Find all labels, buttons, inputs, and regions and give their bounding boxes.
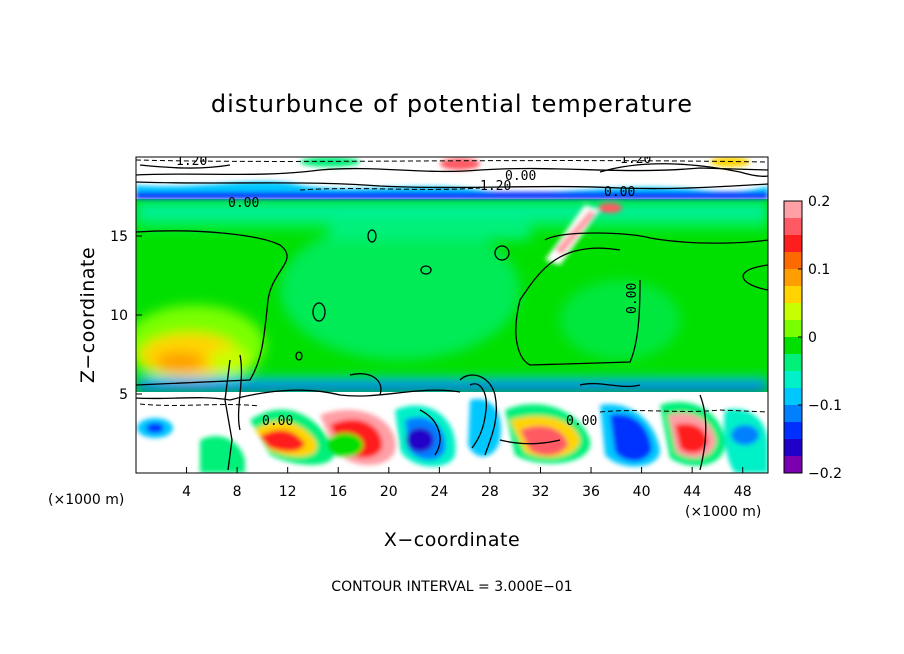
colorbar-swatch	[784, 388, 802, 406]
x-tick-label: 8	[233, 484, 242, 500]
contour-label: 0.00	[604, 185, 635, 200]
contour-label: 0.00	[262, 414, 293, 429]
x-tick-label: 12	[279, 484, 297, 500]
colorbar: 0.2 0.1 0 −0.1 −0.2	[783, 194, 842, 482]
colorbar-swatch	[784, 303, 802, 321]
colorbar-swatch	[784, 371, 802, 389]
colorbar-swatch	[784, 354, 802, 372]
x-tick-label: 28	[481, 484, 499, 500]
x-axis-label: X−coordinate	[384, 529, 520, 551]
chart-title: disturbunce of potential temperature	[211, 90, 693, 118]
x-tick-label: 20	[380, 484, 398, 500]
colorbar-swatch	[784, 218, 802, 236]
x-tick-label: 36	[582, 484, 600, 500]
colorbar-swatch	[784, 252, 802, 270]
contour-interval-note: CONTOUR INTERVAL = 3.000E−01	[331, 579, 572, 595]
x-axis: 4 8 12 16 20 24 28 32 36 40 44 48	[182, 467, 752, 500]
colorbar-swatch	[784, 456, 802, 474]
colorbar-swatch	[784, 405, 802, 423]
x-tick-label: 16	[329, 484, 347, 500]
y-tick-label: 10	[110, 308, 128, 324]
x-tick-label: 4	[182, 484, 191, 500]
colorbar-swatch	[784, 422, 802, 440]
contour-label: 1.20	[620, 152, 651, 167]
contour-label: 0.00	[228, 196, 259, 211]
contour-label: 1.20	[176, 154, 207, 169]
colorbar-swatch	[784, 439, 802, 457]
x-unit-label: (×1000 m)	[685, 504, 761, 520]
colorbar-tick-label: −0.1	[808, 398, 842, 414]
contour-label: 0.00	[566, 414, 597, 429]
x-tick-label: 24	[430, 484, 448, 500]
colorbar-swatch	[784, 201, 802, 219]
y-tick-label: 5	[119, 387, 128, 403]
plot-area: 0.00 0.00 0.00 0.00 1.20 1.20 0.00 1.20 …	[136, 152, 768, 473]
y-unit-label: (×1000 m)	[48, 492, 124, 508]
colorbar-swatch	[784, 235, 802, 253]
colorbar-tick-label: 0	[808, 330, 817, 346]
colorbar-swatch	[784, 337, 802, 355]
colorbar-swatch	[784, 320, 802, 338]
y-axis: 5 10 15	[110, 229, 142, 403]
colorbar-tick-label: −0.2	[808, 466, 842, 482]
colorbar-swatch	[784, 286, 802, 304]
y-axis-label: Z−coordinate	[77, 247, 99, 383]
contour-label: 1.20	[480, 179, 511, 194]
x-tick-label: 32	[532, 484, 550, 500]
colorbar-tick-label: 0.1	[808, 262, 830, 278]
x-tick-label: 40	[633, 484, 651, 500]
contour-label: 0.00	[505, 169, 536, 184]
x-tick-label: 48	[734, 484, 752, 500]
x-tick-label: 44	[683, 484, 701, 500]
colorbar-tick-label: 0.2	[808, 194, 830, 210]
colorbar-swatch	[784, 269, 802, 287]
y-tick-label: 15	[110, 229, 128, 245]
contour-label-rotated: 0.00	[625, 283, 640, 314]
